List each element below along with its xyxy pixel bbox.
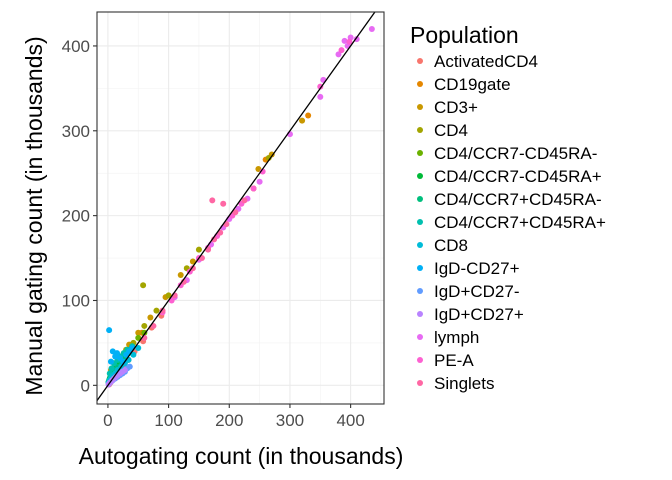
data-point <box>250 185 257 192</box>
legend-items: ActivatedCD4 CD19gate CD3+ CD4 CD4/CCR7-CD45… <box>417 52 606 393</box>
y-tick-label: 300 <box>62 122 90 141</box>
data-point <box>114 350 121 357</box>
legend: Population ActivatedCD4 CD19gate CD3+ CD4 CD… <box>410 22 606 393</box>
legend-key <box>417 196 423 202</box>
y-tick-label: 100 <box>62 291 90 310</box>
data-point <box>189 258 196 265</box>
data-point <box>209 197 216 204</box>
x-tick-label: 400 <box>336 411 364 430</box>
data-point <box>341 37 348 44</box>
data-point <box>135 334 142 341</box>
data-point <box>147 314 154 321</box>
x-tick-label: 100 <box>154 411 182 430</box>
data-point <box>153 307 160 314</box>
data-point <box>135 329 142 336</box>
plot-border <box>96 11 385 405</box>
legend-key <box>417 127 423 133</box>
legend-label: IgD+CD27+ <box>434 305 524 324</box>
legend-label: CD4/CCR7-CD45RA+ <box>434 167 602 186</box>
legend-key <box>417 334 423 340</box>
data-point <box>232 209 239 216</box>
data-point <box>195 246 202 253</box>
legend-label: CD3+ <box>434 98 478 117</box>
legend-key <box>417 150 423 156</box>
data-point <box>368 25 375 32</box>
data-point <box>126 363 133 370</box>
legend-label: IgD+CD27- <box>434 282 520 301</box>
legend-key <box>417 311 423 317</box>
data-point <box>346 38 353 45</box>
legend-label: CD4/CCR7+CD45RA- <box>434 190 602 209</box>
legend-label: lymph <box>434 328 479 347</box>
y-tick-label: 400 <box>62 37 90 56</box>
data-point <box>141 322 148 329</box>
data-point <box>121 367 128 374</box>
legend-label: CD4/CCR7-CD45RA- <box>434 144 597 163</box>
y-axis: 0 100 200 300 400 <box>62 37 97 395</box>
legend-label: CD4 <box>434 121 468 140</box>
x-tick-label: 200 <box>215 411 243 430</box>
legend-label: CD8 <box>434 236 468 255</box>
legend-label: CD19gate <box>434 75 511 94</box>
data-point <box>107 358 114 365</box>
legend-key <box>417 173 423 179</box>
data-point <box>165 292 172 299</box>
data-point <box>140 282 147 289</box>
x-tick-label: 300 <box>276 411 304 430</box>
data-point <box>317 93 324 100</box>
data-point <box>220 200 227 207</box>
legend-label: CD4/CCR7+CD45RA+ <box>434 213 606 232</box>
legend-key <box>417 265 423 271</box>
legend-title: Population <box>410 22 519 48</box>
legend-label: PE-A <box>434 351 474 370</box>
data-point <box>130 351 137 358</box>
legend-label: ActivatedCD4 <box>434 52 538 71</box>
data-point <box>135 345 142 351</box>
data-point <box>177 272 184 279</box>
legend-key <box>417 104 423 110</box>
data-point <box>335 51 342 58</box>
legend-key <box>417 380 423 386</box>
x-axis-title: Autogating count (in thousands) <box>79 443 404 469</box>
data-point <box>338 47 345 54</box>
legend-key <box>417 81 423 87</box>
x-axis: 0 100 200 300 400 <box>103 404 365 430</box>
data-point <box>108 365 115 372</box>
data-point <box>241 197 248 204</box>
y-tick-label: 200 <box>62 207 90 226</box>
data-point <box>299 117 306 124</box>
legend-key <box>417 288 423 294</box>
legend-key <box>417 357 423 363</box>
y-tick-label: 0 <box>81 376 90 395</box>
legend-label: Singlets <box>434 374 494 393</box>
y-axis-title: Manual gating count (in thousands) <box>21 36 47 395</box>
data-points <box>105 25 375 388</box>
data-point <box>106 327 113 334</box>
identity-line <box>97 12 376 402</box>
data-point <box>305 112 312 119</box>
x-tick-label: 0 <box>103 411 112 430</box>
legend-label: IgD-CD27+ <box>434 259 520 278</box>
legend-key <box>417 242 423 248</box>
data-point <box>256 178 263 185</box>
plot-panel <box>96 11 385 405</box>
legend-key <box>417 58 423 64</box>
legend-key <box>417 219 423 225</box>
